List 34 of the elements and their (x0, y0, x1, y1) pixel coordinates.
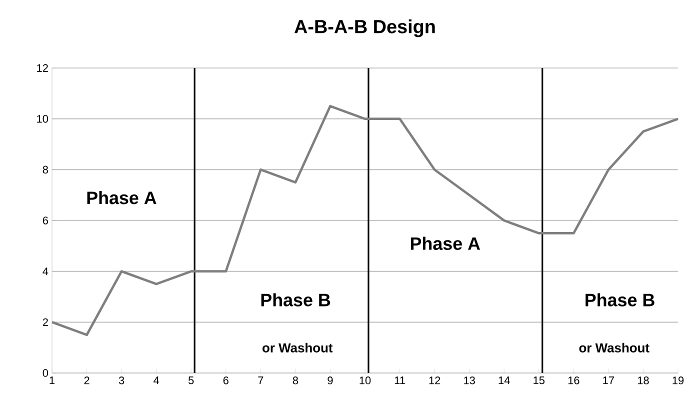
annotation: Phase B (261, 293, 330, 306)
y-tick-label: 0 (42, 369, 48, 377)
x-tick-label: 4 (154, 376, 160, 384)
y-tick-label: 6 (42, 216, 48, 224)
x-tick-label: 14 (498, 376, 510, 384)
y-tick-label: 8 (42, 166, 48, 174)
x-tick-label: 5 (188, 376, 194, 384)
x-tick-label: 3 (118, 376, 124, 384)
x-tick-label: 6 (223, 376, 228, 384)
y-tick-label: 2 (42, 318, 48, 326)
y-tick-label: 12 (37, 64, 48, 72)
line-series (50, 104, 680, 336)
x-tick-label: 9 (328, 376, 333, 384)
x-tick-label: 13 (464, 376, 475, 384)
annotation: or Washout (579, 342, 650, 352)
annotation: Phase A (87, 191, 156, 204)
y-tick-label: 10 (37, 114, 48, 123)
x-tick-label: 15 (534, 376, 545, 384)
x-tick-label: 10 (360, 376, 371, 384)
x-tick-label: 11 (394, 376, 405, 384)
chart-title: A-B-A-B Design (294, 19, 435, 38)
x-tick-label: 7 (258, 376, 264, 384)
x-tick-label: 18 (638, 376, 649, 384)
y-tick-label: 4 (42, 268, 48, 276)
annotation: Phase A (410, 236, 480, 250)
x-tick-label: 16 (568, 376, 580, 384)
annotation: or Washout (262, 342, 333, 352)
x-tick-label: 17 (603, 376, 614, 384)
annotation: Phase B (586, 293, 654, 306)
x-tick-label: 8 (292, 376, 298, 384)
x-tick-label: 12 (429, 376, 440, 384)
x-tick-label: 2 (84, 376, 90, 384)
x-tick-label: 19 (672, 376, 684, 384)
x-tick-label: 1 (50, 376, 55, 384)
